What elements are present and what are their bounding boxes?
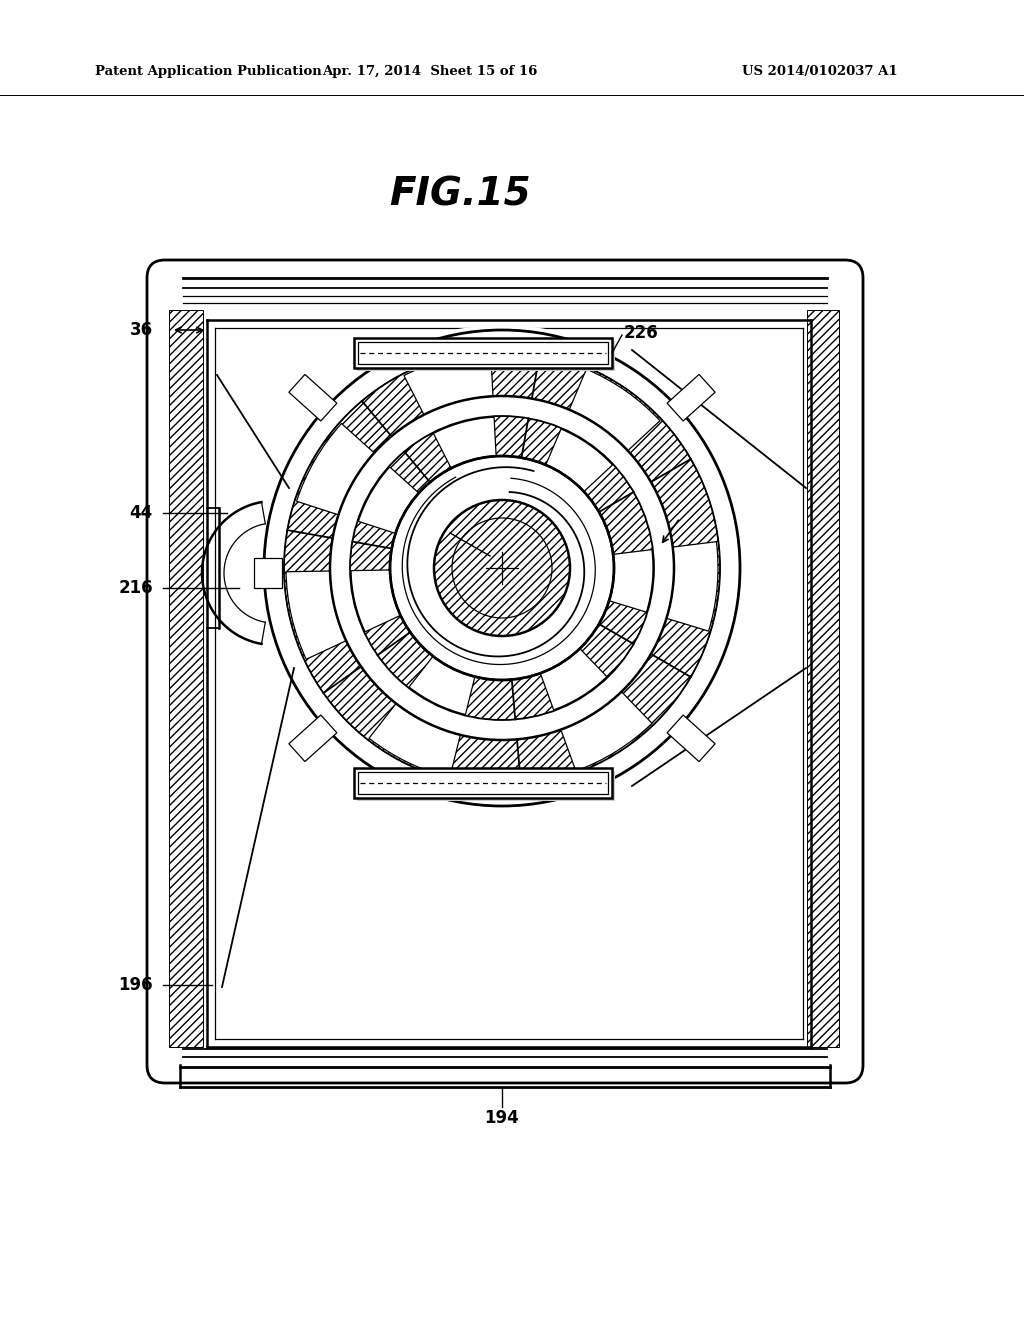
Wedge shape — [351, 570, 400, 632]
Wedge shape — [667, 541, 718, 631]
Bar — [354, 338, 612, 368]
Wedge shape — [358, 467, 419, 533]
Wedge shape — [546, 429, 612, 491]
Wedge shape — [403, 352, 493, 414]
Bar — [354, 768, 612, 799]
Text: 36: 36 — [130, 321, 153, 339]
Bar — [169, 310, 203, 1047]
Wedge shape — [297, 424, 374, 515]
Polygon shape — [667, 375, 715, 421]
Text: 224: 224 — [685, 504, 720, 521]
Wedge shape — [561, 692, 652, 771]
Text: 226: 226 — [624, 323, 658, 342]
Bar — [357, 771, 615, 801]
Wedge shape — [350, 416, 654, 719]
Text: 206: 206 — [412, 524, 446, 543]
Bar — [207, 319, 811, 1047]
Polygon shape — [289, 715, 337, 762]
Circle shape — [434, 500, 570, 636]
Wedge shape — [330, 396, 674, 741]
Bar — [807, 310, 839, 1047]
Text: US 2014/0102037 A1: US 2014/0102037 A1 — [742, 66, 898, 78]
Bar — [358, 772, 608, 795]
Bar — [254, 558, 282, 587]
Circle shape — [259, 325, 745, 810]
Wedge shape — [609, 549, 653, 612]
Wedge shape — [433, 417, 497, 469]
Text: 194: 194 — [484, 1109, 519, 1127]
Text: FIG.15: FIG.15 — [389, 176, 530, 214]
Wedge shape — [284, 350, 720, 785]
Text: Patent Application Publication: Patent Application Publication — [95, 66, 322, 78]
Wedge shape — [569, 370, 660, 450]
Bar — [358, 342, 608, 364]
Text: 196: 196 — [119, 975, 153, 994]
Text: 44: 44 — [130, 504, 153, 521]
Wedge shape — [369, 704, 461, 777]
Bar — [357, 341, 615, 371]
Polygon shape — [667, 715, 715, 762]
Text: Apr. 17, 2014  Sheet 15 of 16: Apr. 17, 2014 Sheet 15 of 16 — [323, 66, 538, 78]
Wedge shape — [541, 648, 607, 710]
Wedge shape — [286, 572, 346, 659]
Circle shape — [390, 455, 614, 680]
Wedge shape — [409, 656, 475, 714]
Polygon shape — [289, 375, 337, 421]
Text: 216: 216 — [119, 579, 153, 597]
